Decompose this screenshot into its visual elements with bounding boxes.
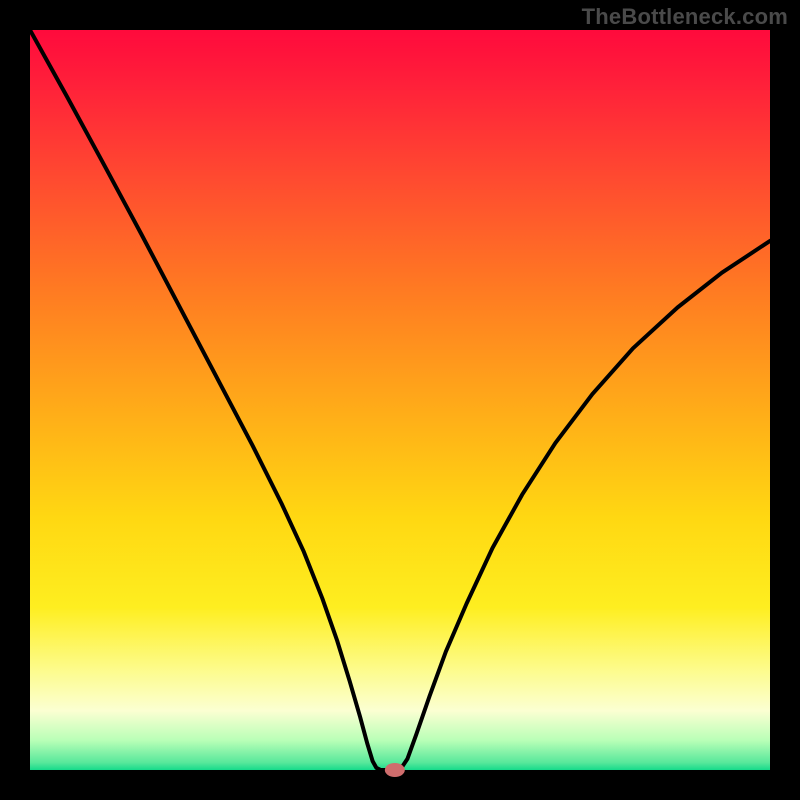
bottleneck-chart	[0, 0, 800, 800]
optimal-marker	[385, 763, 405, 777]
chart-canvas: TheBottleneck.com	[0, 0, 800, 800]
chart-plot-area	[30, 30, 770, 770]
watermark-text: TheBottleneck.com	[582, 4, 788, 30]
